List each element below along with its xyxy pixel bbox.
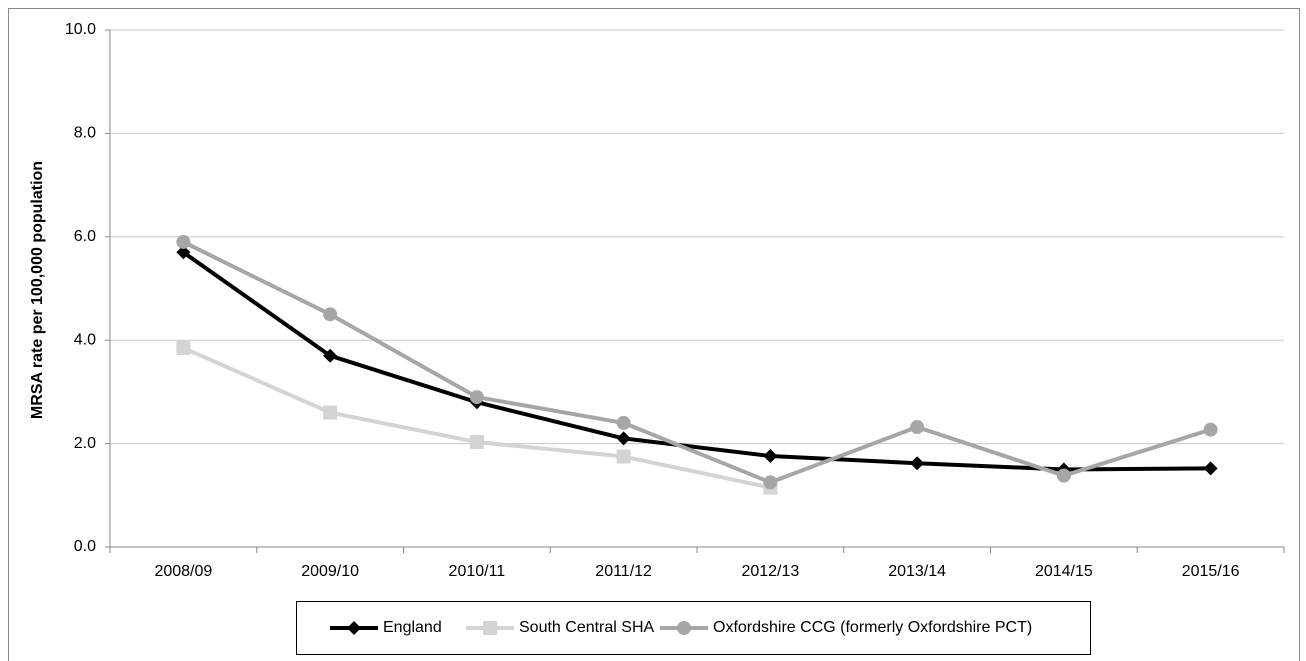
data-point: [469, 435, 484, 450]
y-tick-label: 2.0: [74, 435, 96, 452]
x-tick-label: 2011/12: [595, 563, 652, 580]
data-point: [616, 415, 631, 430]
data-point: [176, 245, 191, 260]
y-axis-label: MRSA rate per 100,000 population: [29, 161, 46, 419]
data-point: [323, 405, 338, 420]
x-tick-label: 2008/09: [154, 563, 212, 580]
data-point: [1056, 468, 1071, 483]
y-tick-label: 6.0: [74, 228, 96, 245]
legend-marker: [347, 621, 361, 635]
y-tick-label: 0.0: [74, 538, 96, 555]
data-point: [616, 449, 631, 464]
data-point: [323, 307, 338, 322]
legend-label: Oxfordshire CCG (formerly Oxfordshire PC…: [713, 619, 1032, 636]
data-point: [1203, 422, 1218, 437]
y-tick-label: 4.0: [74, 331, 96, 348]
x-tick-label: 2014/15: [1035, 563, 1093, 580]
data-point: [910, 420, 925, 435]
data-point: [763, 449, 778, 464]
x-tick-label: 2010/11: [449, 563, 506, 580]
series-line: [182, 346, 771, 490]
data-point: [176, 234, 191, 249]
legend-marker: [677, 621, 691, 635]
x-tick-label: 2013/14: [888, 563, 946, 580]
data-point: [1203, 461, 1218, 476]
data-point: [176, 340, 191, 355]
chart-frame: [8, 8, 1300, 661]
legend-marker: [483, 621, 497, 635]
series-line: [182, 250, 1211, 472]
legend-label: South Central SHA: [519, 619, 655, 636]
y-tick-label: 10.0: [65, 21, 96, 38]
x-tick-label: 2015/16: [1182, 563, 1240, 580]
data-point: [616, 431, 631, 446]
data-point: [910, 456, 925, 471]
data-point: [323, 348, 338, 363]
y-tick-label: 8.0: [74, 125, 96, 142]
data-point: [763, 475, 778, 490]
x-tick-label: 2009/10: [301, 563, 359, 580]
series-line: [182, 240, 1212, 485]
legend-label: England: [383, 619, 442, 636]
x-tick-label: 2012/13: [741, 563, 799, 580]
data-point: [469, 390, 484, 405]
